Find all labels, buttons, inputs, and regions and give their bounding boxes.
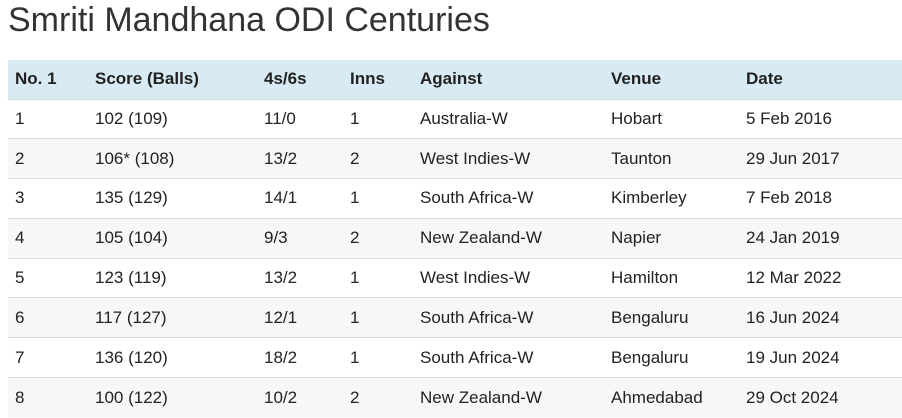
table-cell: New Zealand-W	[420, 387, 542, 407]
table-cell: South Africa-W	[420, 307, 534, 327]
table-cell: South Africa-W	[420, 347, 534, 367]
table-row: 5 123 (119) 13/2 1 West Indies-W Hamilton 12 M…	[8, 258, 902, 298]
table-cell: 4	[15, 228, 25, 248]
table-cell: 13/2	[264, 268, 298, 288]
table-cell: New Zealand-W	[420, 228, 542, 248]
table-row: 7 136 (120) 18/2 1 South Africa-W Bengaluru 19…	[8, 337, 902, 378]
table-cell: 105 (104)	[95, 228, 168, 248]
header-cell: Against	[420, 69, 483, 89]
table-cell: 136 (120)	[95, 347, 168, 367]
table-cell: 3	[15, 188, 25, 208]
table-cell: 9/3	[264, 228, 288, 248]
header-cell: Venue	[611, 69, 662, 89]
table-row: 4 105 (104) 9/3 2 New Zealand-W Napier 24 Jan …	[8, 218, 902, 259]
table-cell: 29 Oct 2024	[746, 387, 839, 407]
table-cell: 12 Mar 2022	[746, 268, 842, 288]
table-cell: 100 (122)	[95, 387, 168, 407]
centuries-table: No. 1 Score (Balls) 4s/6s Inns Against Venue D…	[8, 60, 902, 418]
table-row: 2 106* (108) 13/2 2 West Indies-W Taunton 29 J…	[8, 138, 902, 179]
table-cell: 12/1	[264, 307, 298, 327]
table-cell: 8	[15, 387, 25, 407]
table-cell: Ahmedabad	[611, 387, 703, 407]
table-row: 1 102 (109) 11/0 1 Australia-W Hobart 5 Feb 20…	[8, 99, 902, 139]
table-cell: Bengaluru	[611, 307, 689, 327]
table-cell: 5 Feb 2016	[746, 108, 833, 128]
table-cell: 106* (108)	[95, 148, 175, 168]
table-cell: 10/2	[264, 387, 298, 407]
table-cell: 7	[15, 347, 25, 367]
table-cell: 29 Jun 2017	[746, 148, 840, 168]
table-cell: 123 (119)	[95, 268, 167, 288]
table-cell: West Indies-W	[420, 268, 531, 288]
table-cell: 6	[15, 307, 25, 327]
table-cell: 1	[350, 347, 360, 367]
header-cell: 4s/6s	[264, 69, 307, 89]
table-cell: Hamilton	[611, 268, 679, 288]
table-cell: 117 (127)	[95, 307, 167, 327]
table-cell: Kimberley	[611, 188, 687, 208]
table-cell: 19 Jun 2024	[746, 347, 840, 367]
table-cell: West Indies-W	[420, 148, 531, 168]
table-body: 1 102 (109) 11/0 1 Australia-W Hobart 5 Feb 20…	[8, 99, 902, 418]
header-cell: Score (Balls)	[95, 69, 199, 89]
table-cell: 102 (109)	[95, 108, 168, 128]
table-cell: 1	[15, 108, 25, 128]
table-row: 3 135 (129) 14/1 1 South Africa-W Kimberley 7 …	[8, 178, 902, 219]
table-cell: 24 Jan 2019	[746, 228, 840, 248]
table-cell: Taunton	[611, 148, 672, 168]
table-cell: 2	[350, 228, 360, 248]
header-row: No. 1 Score (Balls) 4s/6s Inns Against Venue D…	[8, 60, 902, 99]
header-cell: No. 1	[15, 69, 57, 89]
table-cell: 14/1	[264, 188, 298, 208]
table-cell: Australia-W	[420, 108, 508, 128]
table-cell: 1	[350, 188, 360, 208]
table-cell: 1	[350, 307, 360, 327]
header-cell: Date	[746, 69, 783, 89]
table-row: 8 100 (122) 10/2 2 New Zealand-W Ahmedabad 29 …	[8, 377, 902, 418]
table-cell: 1	[350, 108, 360, 128]
table-cell: Bengaluru	[611, 347, 689, 367]
table-cell: 2	[15, 148, 25, 168]
table-cell: 18/2	[264, 347, 298, 367]
table-row: 6 117 (127) 12/1 1 South Africa-W Bengaluru 16…	[8, 297, 902, 338]
table-cell: 135 (129)	[95, 188, 168, 208]
table-cell: Hobart	[611, 108, 663, 128]
header-cell: Inns	[350, 69, 385, 89]
table-cell: 11/0	[264, 108, 296, 128]
table-cell: 2	[350, 387, 360, 407]
table-cell: 5	[15, 268, 25, 288]
table-cell: 13/2	[264, 148, 298, 168]
page-title: Smriti Mandhana ODI Centuries	[8, 1, 490, 39]
table-cell: 16 Jun 2024	[746, 307, 840, 327]
table-cell: Napier	[611, 228, 662, 248]
table-cell: 1	[350, 268, 360, 288]
table-header: No. 1 Score (Balls) 4s/6s Inns Against Venue D…	[8, 60, 902, 99]
table-cell: 7 Feb 2018	[746, 188, 833, 208]
table-cell: 2	[350, 148, 360, 168]
table-cell: South Africa-W	[420, 188, 534, 208]
